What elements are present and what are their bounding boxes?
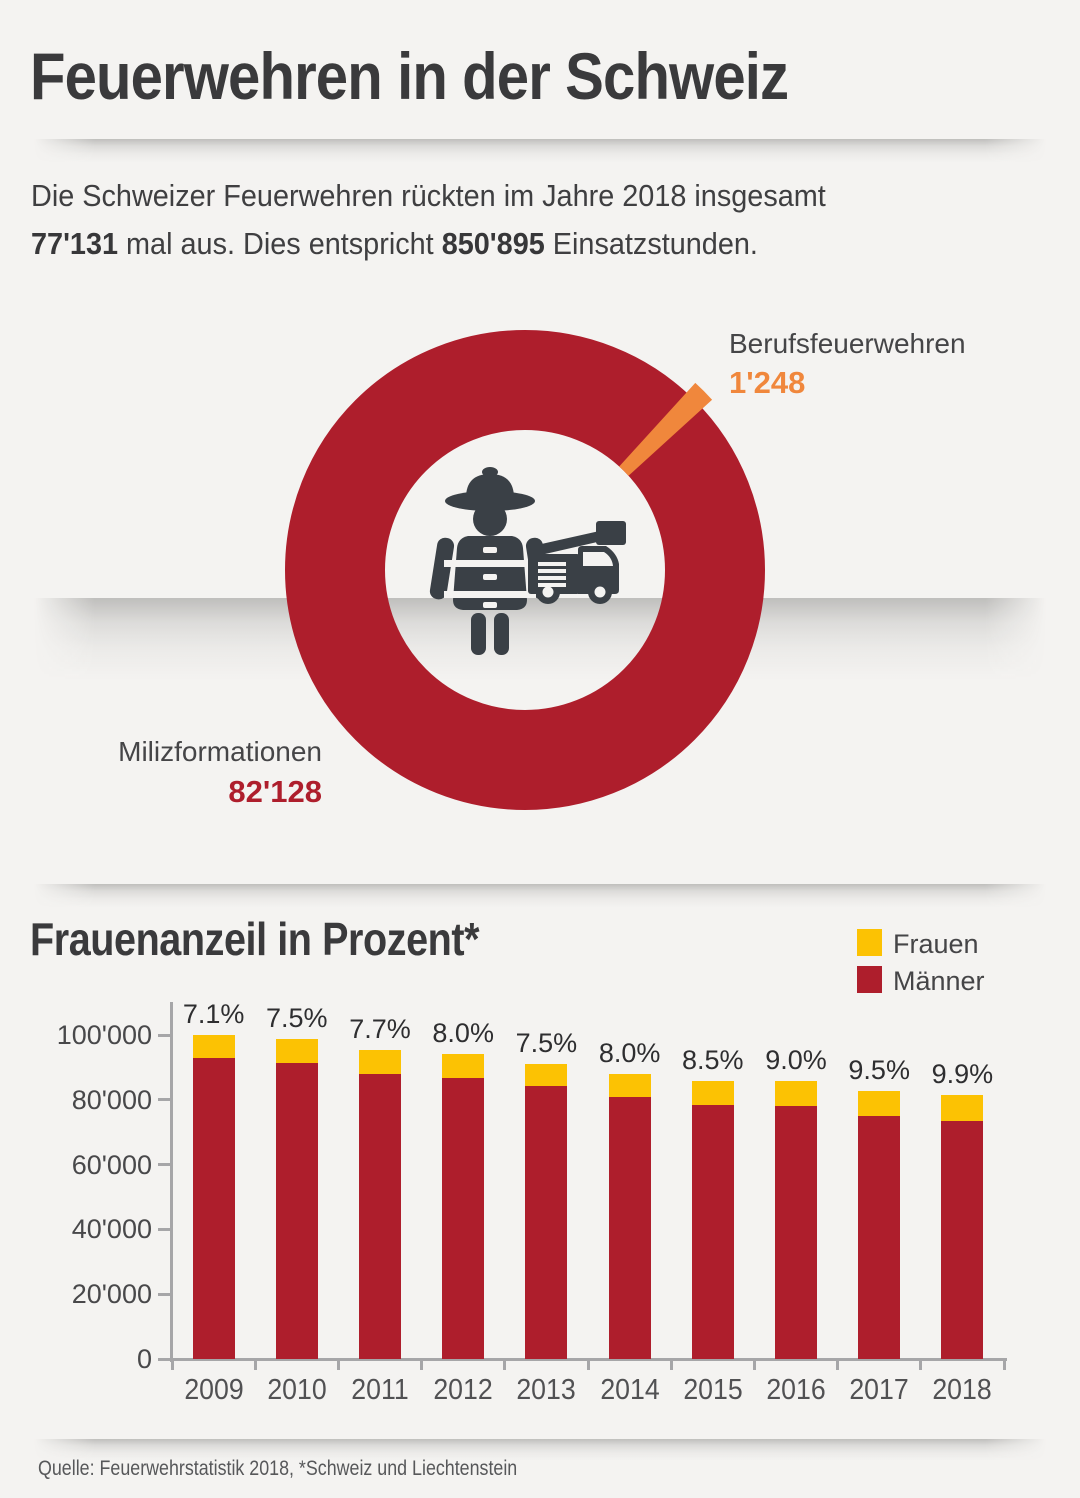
x-tick-mark [336,1359,340,1370]
bar-value-label-2012: 8.0% [432,1018,494,1049]
maenner-swatch-icon [857,966,882,993]
bar-segment-maenner-2010 [275,1062,318,1359]
x-category-label-2010: 2010 [267,1374,327,1406]
frauen-swatch-icon [857,929,882,956]
bar-value-label-2014: 8.0% [598,1037,661,1068]
donut-label: Berufsfeuerwehren [729,328,966,359]
intro-line1: Die Schweizer Feuerwehren rückten im Jah… [31,178,826,213]
bar-segment-frauen-2009 [192,1035,235,1058]
bar-segment-frauen-2015 [691,1081,734,1105]
x-tick-mark [170,1359,174,1370]
y-tick-mark [158,1163,172,1167]
hours-count: 850'895 [441,226,545,261]
bar-value-label-2018: 9.9% [931,1058,994,1089]
y-tick-mark [158,1227,172,1231]
bar-value-label-2016: 9.0% [765,1045,827,1075]
page-title: Feuerwehren in der Schweiz [30,39,789,113]
bar-segment-frauen-2016 [775,1081,817,1106]
x-category-label-2015: 2015 [683,1374,743,1406]
y-tick-label: 100'000 [56,1020,152,1050]
donut-callout-milizformationen: Milizformationen 82'128 [40,736,322,810]
x-category-label-2014: 2014 [599,1374,660,1406]
x-tick-mark [919,1359,923,1370]
bar-value-label-2015: 8.5% [682,1045,744,1075]
bar-segment-maenner-2011 [359,1073,401,1359]
bar-segment-frauen-2011 [359,1049,401,1074]
x-tick-mark [503,1359,507,1370]
deployments-count: 77'131 [31,226,119,261]
bar-segment-frauen-2014 [608,1073,651,1097]
y-tick-label: 60'000 [71,1149,152,1180]
source-note: Quelle: Feuerwehrstatistik 2018, *Schwei… [38,1457,518,1480]
x-tick-mark [836,1359,840,1370]
intro-text: Die Schweizer Feuerwehren rückten im Jah… [31,172,826,268]
intro-tail: Einsatzstunden. [544,226,758,261]
bar-segment-frauen-2013 [525,1064,568,1087]
x-category-label-2016: 2016 [766,1374,826,1406]
y-tick-label: 0 [136,1344,152,1374]
bar-segment-maenner-2017 [858,1116,901,1359]
x-tick-mark [1002,1359,1006,1370]
x-category-label-2011: 2011 [351,1374,409,1406]
bar-chart-title: Frauenanzeil in Prozent* [30,913,480,965]
y-tick-mark [158,1098,172,1102]
intro-mid: mal aus. Dies entspricht [118,226,442,261]
x-tick-mark [420,1359,424,1370]
legend-label: Frauen [893,929,979,959]
donut-value: 1'248 [729,365,806,400]
x-category-label-2013: 2013 [516,1374,577,1406]
bar-segment-maenner-2014 [608,1096,651,1359]
donut-label: Milizformationen [118,736,322,767]
bar-value-label-2011: 7.7% [349,1013,411,1044]
bar-segment-maenner-2018 [941,1121,984,1359]
donut-callout-berufsfeuerwehren: Berufsfeuerwehren 1'248 [729,328,966,401]
bar-value-label-2017: 9.5% [848,1055,910,1086]
bar-segment-frauen-2018 [941,1094,984,1122]
x-tick-mark [752,1359,756,1370]
x-category-label-2018: 2018 [932,1374,993,1406]
y-tick-mark [158,1357,172,1361]
bar-segment-frauen-2012 [442,1054,485,1079]
y-tick-mark [158,1292,172,1296]
bar-segment-maenner-2012 [442,1078,485,1359]
section-divider-1 [34,139,1046,163]
x-tick-mark [669,1359,673,1370]
y-tick-mark [158,1033,172,1037]
bar-segment-maenner-2013 [525,1086,568,1359]
x-tick-mark [586,1359,590,1370]
legend-label: Männer [893,966,985,996]
bar-segment-maenner-2015 [691,1104,734,1359]
firefighter-coat-stripes [444,547,536,608]
bar-segment-maenner-2016 [775,1105,817,1359]
bar-segment-frauen-2017 [858,1091,901,1117]
bar-value-label-2010: 7.5% [266,1002,328,1033]
bar-segment-maenner-2009 [192,1058,235,1359]
donut-value: 82'128 [228,774,322,809]
bar-value-label-2013: 7.5% [515,1028,578,1059]
bar-segment-frauen-2010 [275,1038,318,1063]
y-tick-label: 40'000 [71,1214,152,1245]
x-category-label-2012: 2012 [433,1374,493,1406]
bar-value-label-2009: 7.1% [182,999,245,1029]
x-category-label-2009: 2009 [183,1374,244,1406]
y-axis-line [170,1002,173,1362]
y-tick-label: 20'000 [71,1279,152,1310]
donut-chart [285,330,765,810]
donut-segment-milizformationen [285,330,765,810]
donut-segment-berufsfeuerwehren [619,382,713,476]
x-tick-mark [253,1359,257,1370]
x-category-label-2017: 2017 [849,1374,909,1406]
section-divider-3 [34,884,1046,908]
y-tick-label: 80'000 [71,1084,152,1115]
fire-truck-icon [528,521,626,604]
